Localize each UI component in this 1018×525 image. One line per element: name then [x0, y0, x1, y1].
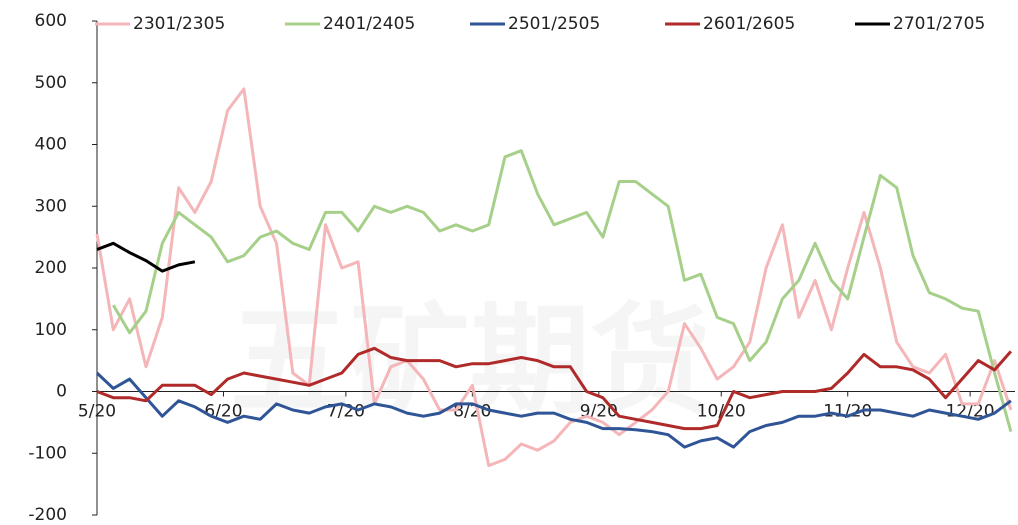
- y-tick-label: 600: [35, 11, 67, 31]
- x-tick-label: 9/20: [580, 402, 618, 422]
- y-tick-label: 200: [35, 258, 67, 278]
- y-tick-label: 100: [35, 320, 67, 340]
- series-line: [95, 87, 1013, 468]
- series-line: [95, 371, 1012, 449]
- y-tick-label: -100: [28, 443, 67, 463]
- series-line: [112, 149, 1013, 433]
- y-tick-label: 0: [56, 382, 67, 402]
- legend-label: 2601/2605: [703, 14, 795, 34]
- x-tick-label: 5/20: [78, 402, 116, 422]
- y-tick-label: 500: [35, 73, 67, 93]
- y-tick-label: 300: [35, 196, 67, 216]
- legend-label: 2701/2705: [893, 14, 985, 34]
- legend-label: 2501/2505: [508, 14, 600, 34]
- y-tick-label: -200: [28, 505, 67, 525]
- legend-label: 2401/2405: [323, 14, 415, 34]
- x-tick-label: 11/20: [823, 402, 872, 422]
- series-line: [96, 241, 196, 273]
- x-tick-label: 7/20: [327, 402, 365, 422]
- y-tick-label: 400: [35, 135, 67, 155]
- legend-label: 2301/2305: [133, 14, 225, 34]
- x-tick-label: 10/20: [697, 402, 746, 422]
- series-line: [96, 346, 1013, 431]
